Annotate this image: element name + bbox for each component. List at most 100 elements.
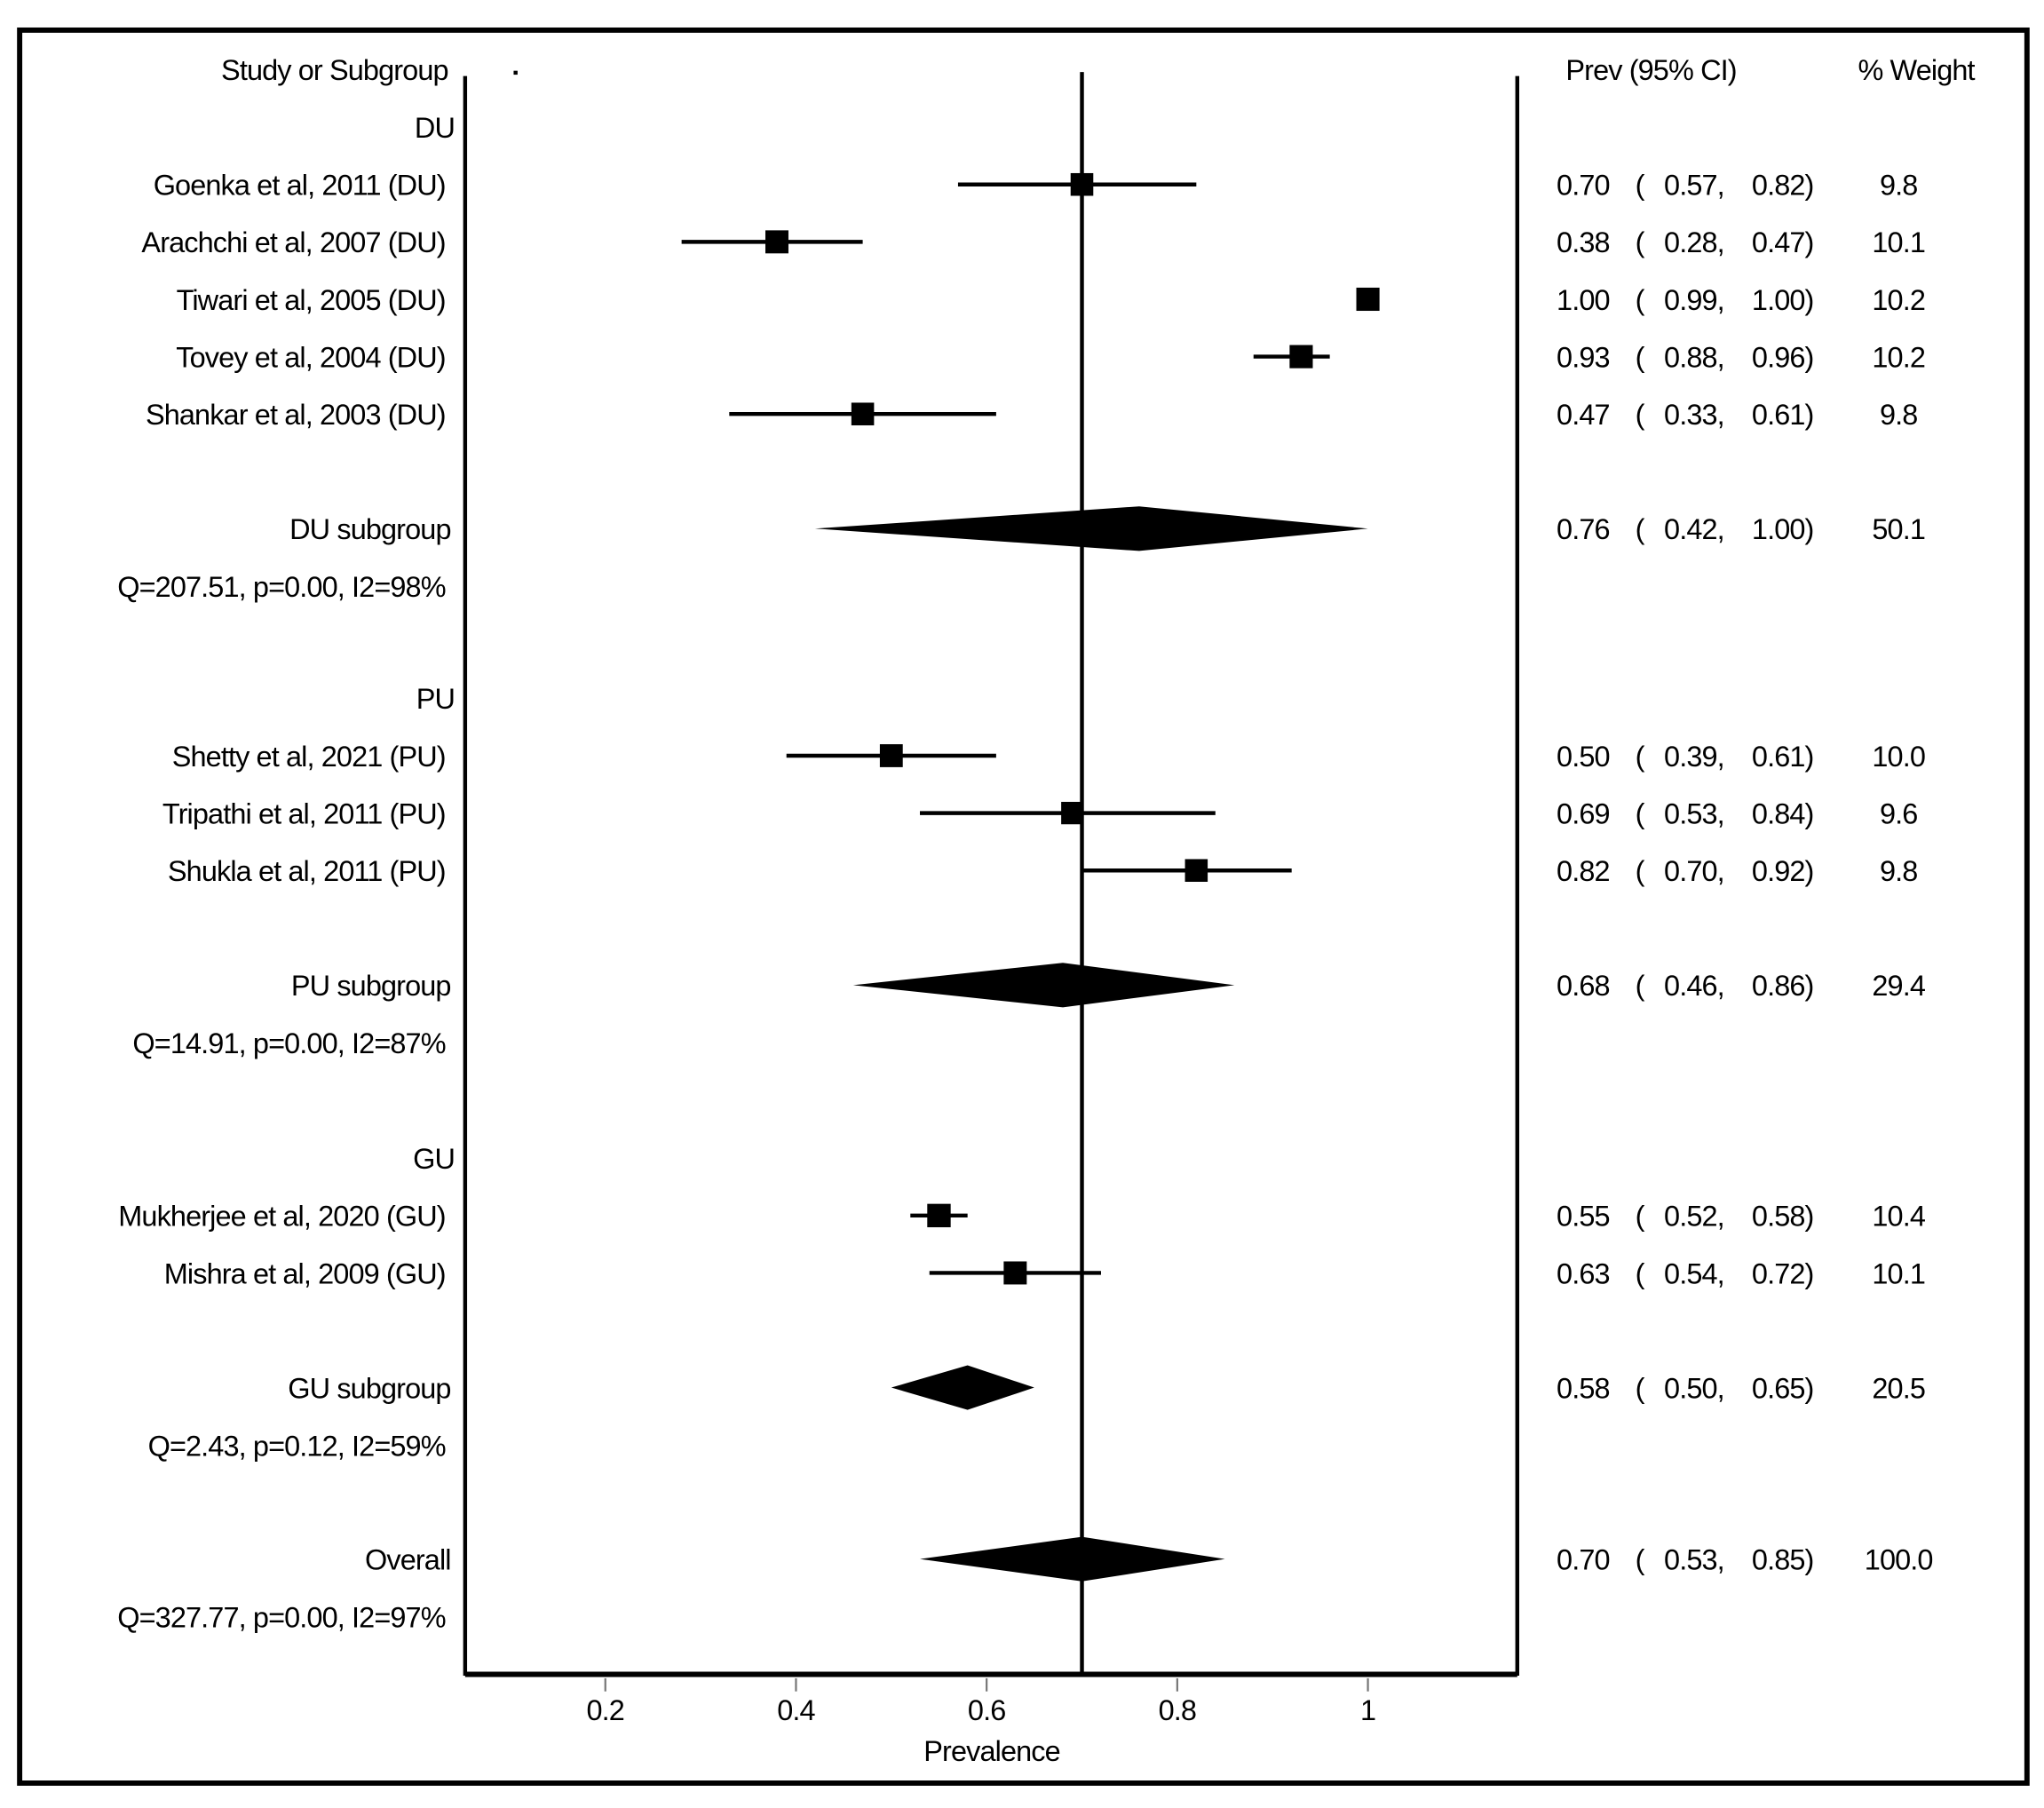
x-axis-label: Prevalence — [923, 1735, 1060, 1767]
ci-lower-value: 0.88, — [1664, 341, 1724, 373]
x-tick-label: 0.6 — [968, 1694, 1005, 1726]
ci-open-paren: ( — [1636, 399, 1645, 431]
study-marker — [927, 1203, 951, 1228]
weight-value: 10.0 — [1872, 741, 1925, 773]
ci-upper-value: 0.92) — [1752, 855, 1814, 887]
ci-lower-value: 0.42, — [1664, 513, 1724, 545]
header-study: Study or Subgroup — [221, 54, 448, 86]
study-label: Mishra et al, 2009 (GU) — [164, 1257, 446, 1289]
estimate-value: 0.58 — [1557, 1372, 1610, 1404]
ci-upper-value: 0.82) — [1752, 170, 1814, 202]
weight-value: 9.8 — [1880, 855, 1917, 887]
ci-open-paren: ( — [1636, 1257, 1645, 1289]
ci-open-paren: ( — [1636, 513, 1645, 545]
study-marker — [879, 744, 903, 767]
study-marker — [1289, 345, 1313, 369]
ci-lower-value: 0.54, — [1664, 1257, 1724, 1289]
weight-value: 9.8 — [1880, 170, 1917, 202]
header-weight: % Weight — [1858, 54, 1975, 86]
ci-lower-value: 0.46, — [1664, 970, 1724, 1002]
ci-upper-value: 0.61) — [1752, 399, 1814, 431]
study-label: Shankar et al, 2003 (DU) — [146, 399, 446, 431]
ci-open-paren: ( — [1636, 797, 1645, 829]
study-label: Tripathi et al, 2011 (PU) — [162, 797, 446, 829]
weight-value: 9.8 — [1880, 399, 1917, 431]
ci-lower-value: 0.70, — [1664, 855, 1724, 887]
subgroup-summary-label: GU subgroup — [288, 1372, 450, 1404]
estimate-value: 0.76 — [1557, 513, 1610, 545]
weight-value: 100.0 — [1865, 1543, 1933, 1575]
outer-frame — [17, 27, 2030, 1786]
x-tick-label: 0.4 — [777, 1694, 815, 1726]
overall-heterogeneity-stats: Q=327.77, p=0.00, I2=97% — [117, 1601, 445, 1633]
x-tick-label: 0.2 — [587, 1694, 624, 1726]
overall-summary-label: Overall — [365, 1543, 451, 1575]
weight-value: 10.4 — [1872, 1201, 1925, 1233]
ci-open-paren: ( — [1636, 170, 1645, 202]
estimate-value: 0.63 — [1557, 1257, 1610, 1289]
estimate-value: 0.70 — [1557, 170, 1610, 202]
x-tick-label: 1 — [1360, 1694, 1375, 1726]
ci-open-paren: ( — [1636, 1372, 1645, 1404]
study-label: Shetty et al, 2021 (PU) — [172, 741, 446, 773]
ci-lower-value: 0.53, — [1664, 797, 1724, 829]
subgroup-summary-diamond — [891, 1365, 1034, 1410]
study-marker — [1184, 859, 1208, 882]
ci-upper-value: 0.61) — [1752, 741, 1814, 773]
subgroup-summary-diamond — [814, 506, 1368, 551]
weight-value: 29.4 — [1872, 970, 1925, 1002]
ci-upper-value: 1.00) — [1752, 284, 1814, 316]
weight-value: 10.1 — [1872, 226, 1925, 258]
group-label: DU — [415, 112, 455, 144]
weight-value: 9.6 — [1880, 797, 1917, 829]
ci-lower-value: 0.52, — [1664, 1201, 1724, 1233]
weight-value: 50.1 — [1872, 513, 1925, 545]
estimate-value: 0.55 — [1557, 1201, 1610, 1233]
ci-open-paren: ( — [1636, 970, 1645, 1002]
study-marker — [1070, 172, 1094, 196]
study-marker — [1003, 1261, 1027, 1285]
ci-open-paren: ( — [1636, 741, 1645, 773]
ci-open-paren: ( — [1636, 855, 1645, 887]
ci-upper-value: 0.65) — [1752, 1372, 1814, 1404]
ci-lower-value: 0.50, — [1664, 1372, 1724, 1404]
study-label: Tovey et al, 2004 (DU) — [176, 341, 445, 373]
estimate-value: 0.38 — [1557, 226, 1610, 258]
ci-upper-value: 0.96) — [1752, 341, 1814, 373]
ci-lower-value: 0.39, — [1664, 741, 1724, 773]
weight-value: 10.2 — [1872, 284, 1925, 316]
ci-upper-value: 0.86) — [1752, 970, 1814, 1002]
estimate-value: 0.50 — [1557, 741, 1610, 773]
ci-open-paren: ( — [1636, 284, 1645, 316]
ci-lower-value: 0.57, — [1664, 170, 1724, 202]
subgroup-summary-label: DU subgroup — [289, 513, 451, 545]
overall-summary-diamond — [920, 1536, 1225, 1582]
study-label: Tiwari et al, 2005 (DU) — [177, 284, 446, 316]
estimate-value: 0.82 — [1557, 855, 1610, 887]
study-marker — [765, 230, 788, 254]
study-marker — [851, 402, 875, 425]
ci-upper-value: 0.84) — [1752, 797, 1814, 829]
estimate-value: 0.93 — [1557, 341, 1610, 373]
ci-lower-value: 0.33, — [1664, 399, 1724, 431]
study-marker — [1356, 287, 1380, 312]
ci-lower-value: 0.53, — [1664, 1543, 1724, 1575]
header-estimate: Prev (95% CI) — [1565, 54, 1736, 86]
estimate-value: 1.00 — [1557, 284, 1610, 316]
ci-upper-value: 0.58) — [1752, 1201, 1814, 1233]
ci-open-paren: ( — [1636, 1201, 1645, 1233]
subgroup-summary-label: PU subgroup — [291, 970, 451, 1002]
ci-upper-value: 0.47) — [1752, 226, 1814, 258]
estimate-value: 0.69 — [1557, 797, 1610, 829]
ci-open-paren: ( — [1636, 341, 1645, 373]
weight-value: 10.1 — [1872, 1257, 1925, 1289]
heterogeneity-stats: Q=14.91, p=0.00, I2=87% — [132, 1027, 445, 1059]
group-label: PU — [416, 683, 455, 715]
weight-value: 10.2 — [1872, 341, 1925, 373]
estimate-value: 0.68 — [1557, 970, 1610, 1002]
ci-lower-value: 0.28, — [1664, 226, 1724, 258]
estimate-value: 0.70 — [1557, 1543, 1610, 1575]
ci-open-paren: ( — [1636, 1543, 1645, 1575]
ci-upper-value: 0.72) — [1752, 1257, 1814, 1289]
study-label: Mukherjee et al, 2020 (GU) — [118, 1201, 445, 1233]
